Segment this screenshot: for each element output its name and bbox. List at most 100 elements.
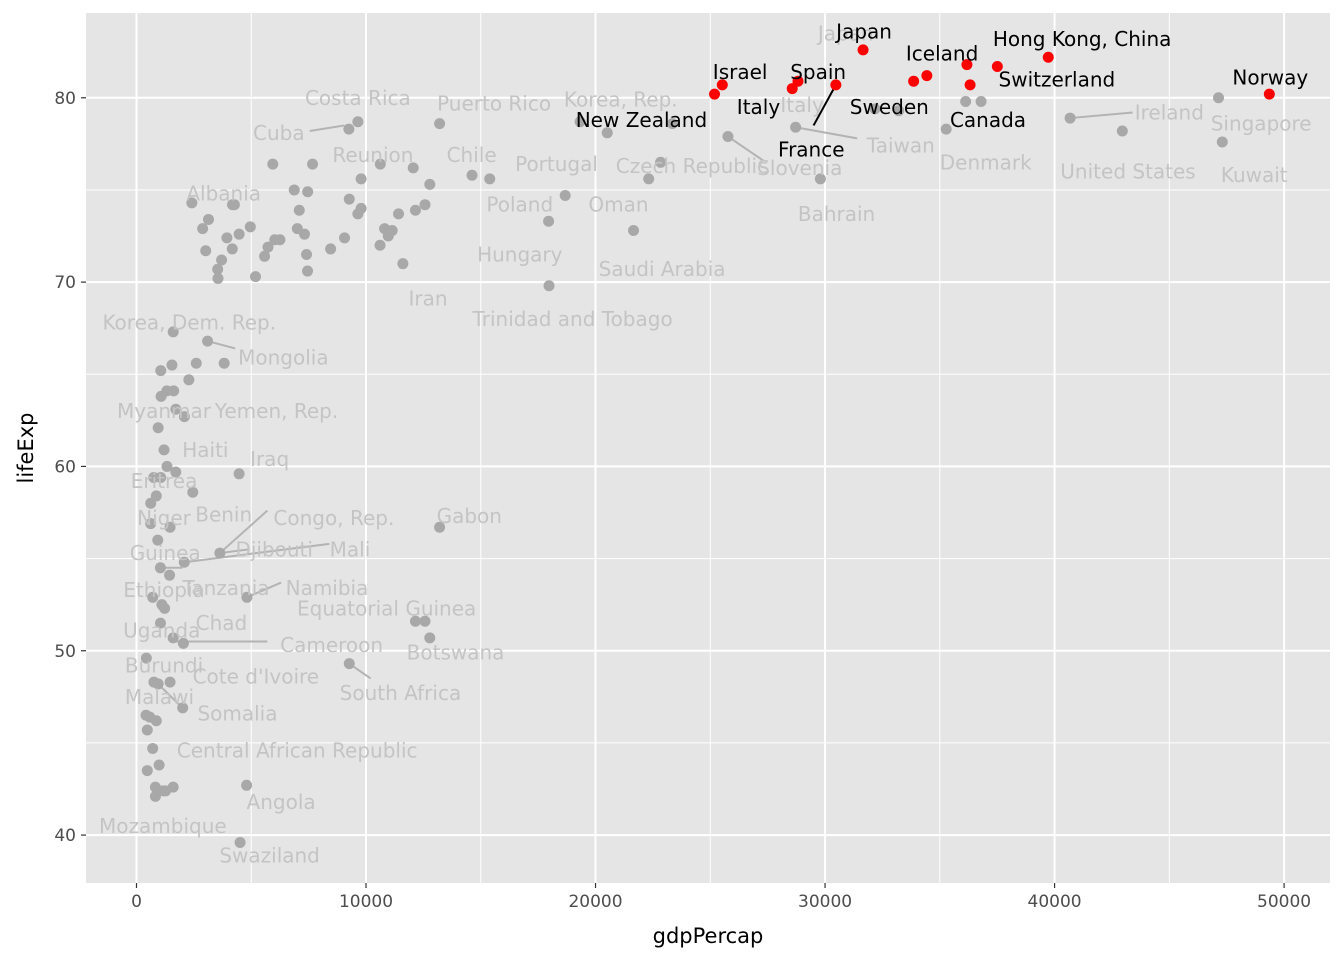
- highlight-label: France: [778, 137, 845, 161]
- data-point: [940, 123, 952, 135]
- plot-panel: [86, 13, 1330, 883]
- point-label: Hungary: [477, 242, 563, 266]
- data-point: [434, 521, 446, 533]
- highlight-label: Iceland: [906, 42, 978, 66]
- point-label: Mali: [330, 537, 371, 561]
- point-label: United States: [1060, 160, 1195, 184]
- data-point: [790, 121, 802, 133]
- data-point: [147, 591, 159, 603]
- highlight-label: Japan: [834, 19, 892, 43]
- data-point: [178, 556, 190, 568]
- data-point: [186, 197, 198, 209]
- data-point: [233, 468, 245, 480]
- data-point: [187, 486, 199, 498]
- data-point: [1116, 125, 1128, 137]
- point-label: Congo, Rep.: [273, 506, 394, 530]
- data-point: [177, 637, 189, 649]
- point-label: Uganda: [123, 618, 200, 642]
- x-tick-label: 20000: [568, 892, 622, 912]
- data-point: [164, 676, 176, 688]
- data-point: [234, 836, 246, 848]
- x-tick-label: 10000: [339, 892, 393, 912]
- point-label: Taiwan: [866, 134, 935, 158]
- point-label: Albania: [186, 182, 261, 206]
- data-point: [152, 534, 164, 546]
- point-label: Mongolia: [238, 346, 328, 370]
- highlight-point: [1042, 51, 1054, 63]
- y-tick-label: 40: [54, 826, 76, 846]
- point-label: Angola: [247, 790, 316, 814]
- data-point: [343, 193, 355, 205]
- data-point: [666, 118, 678, 130]
- point-label: Bahrain: [798, 202, 875, 226]
- data-point: [147, 742, 159, 754]
- data-point: [244, 221, 256, 233]
- label-connector: [812, 84, 837, 126]
- data-point: [419, 199, 431, 211]
- point-label: Reunion: [332, 143, 413, 167]
- data-point: [302, 265, 314, 277]
- data-point: [259, 250, 271, 262]
- data-point: [212, 263, 224, 275]
- data-point: [150, 715, 162, 727]
- point-label: Swaziland: [219, 843, 320, 867]
- x-axis-title: gdpPercap: [653, 924, 764, 948]
- data-point: [167, 326, 179, 338]
- point-label: Puerto Rico: [437, 91, 551, 115]
- data-point: [152, 422, 164, 434]
- point-label: Djibouti: [235, 537, 313, 561]
- data-point: [157, 785, 169, 797]
- point-label: Central African Republic: [177, 738, 418, 762]
- data-point: [166, 359, 178, 371]
- highlight-label: Israel: [713, 60, 768, 84]
- highlight-point: [709, 88, 721, 100]
- highlight-label: Canada: [950, 108, 1026, 132]
- data-point: [424, 178, 436, 190]
- data-point: [419, 615, 431, 627]
- data-point: [374, 239, 386, 251]
- data-point: [307, 158, 319, 170]
- data-point: [409, 615, 421, 627]
- label-connectors: [157, 84, 1133, 709]
- data-point: [299, 228, 311, 240]
- highlight-point: [991, 60, 1003, 72]
- data-point: [170, 466, 182, 478]
- data-point: [164, 569, 176, 581]
- highlight-point: [921, 70, 933, 82]
- x-tick-label: 30000: [798, 892, 852, 912]
- highlight-label: Sweden: [850, 95, 929, 119]
- point-label: Equatorial Guinea: [297, 596, 476, 620]
- point-label: Slovenia: [757, 156, 842, 180]
- data-point: [893, 105, 905, 117]
- label-connector: [309, 124, 345, 132]
- point-label: Namibia: [286, 576, 369, 600]
- point-label: Denmark: [940, 150, 1032, 174]
- highlight-label: Hong Kong, China: [993, 27, 1172, 51]
- data-point: [374, 158, 386, 170]
- data-point: [216, 254, 228, 266]
- point-label: Cameroon: [280, 633, 383, 657]
- highlight-label: Spain: [790, 60, 846, 84]
- data-point: [814, 173, 826, 185]
- data-point: [214, 547, 226, 559]
- data-point: [343, 123, 355, 135]
- data-point: [262, 241, 274, 253]
- data-point: [155, 365, 167, 377]
- data-point: [301, 248, 313, 260]
- point-label: Somalia: [197, 701, 277, 725]
- data-point: [221, 232, 233, 244]
- data-point: [178, 411, 190, 423]
- data-point: [1216, 136, 1228, 148]
- point-label: Botswana: [407, 641, 505, 665]
- point-label: Iran: [408, 287, 447, 311]
- highlight-label: Norway: [1232, 66, 1308, 90]
- highlight-label: New Zealand: [576, 108, 707, 132]
- data-point: [212, 272, 224, 284]
- data-point: [601, 127, 613, 139]
- x-tick-label: 0: [131, 892, 142, 912]
- data-point: [161, 460, 173, 472]
- data-point: [177, 702, 189, 714]
- point-label: Mozambique: [99, 814, 227, 838]
- point-label: Tanzania: [181, 576, 269, 600]
- data-point: [190, 357, 202, 369]
